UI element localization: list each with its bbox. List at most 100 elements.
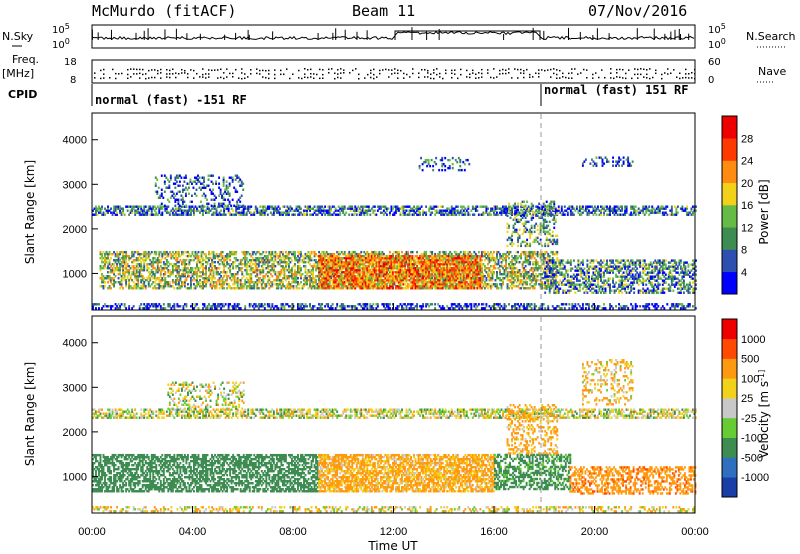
heatmap-cell <box>298 260 301 264</box>
heatmap-cell <box>511 266 513 270</box>
heatmap-cell <box>179 275 182 278</box>
heatmap-cell <box>135 266 138 270</box>
heatmap-cell <box>456 254 459 258</box>
heatmap-cell <box>183 258 186 262</box>
heatmap-cell <box>135 275 138 278</box>
heatmap-cell <box>378 273 381 276</box>
freq-dot <box>265 76 267 79</box>
heatmap-cell <box>485 271 488 274</box>
heatmap-cell <box>339 279 342 282</box>
heatmap-cell <box>107 264 109 268</box>
heatmap-cell <box>281 250 284 254</box>
heatmap-cell <box>315 287 318 290</box>
heatmap-cell <box>342 252 345 256</box>
heatmap-cell <box>226 256 229 260</box>
heatmap-cell <box>294 256 296 260</box>
heatmap-cell <box>508 271 510 274</box>
heatmap-cell <box>245 271 248 274</box>
freq-dot <box>268 73 270 75</box>
heatmap-cell <box>202 250 204 254</box>
heatmap-cell <box>262 277 265 280</box>
nave-tick-low: 0 <box>708 75 714 86</box>
heatmap-cell <box>318 273 321 276</box>
freq-dot <box>646 73 648 76</box>
freq-dot <box>511 77 513 79</box>
heatmap-cell <box>125 279 128 282</box>
heatmap-cell <box>242 262 245 266</box>
heatmap-cell <box>257 281 260 284</box>
heatmap-cell <box>315 281 318 284</box>
heatmap-cell <box>468 283 471 286</box>
heatmap-cell <box>391 281 394 284</box>
freq-dot <box>358 77 360 80</box>
heatmap-cell <box>239 260 242 264</box>
heatmap-cell <box>309 285 311 288</box>
heatmap-cell <box>402 256 405 260</box>
heatmap-cell <box>230 250 233 254</box>
heatmap-cell <box>245 256 248 260</box>
heatmap-cell <box>432 264 435 268</box>
heatmap-cell <box>189 258 192 262</box>
heatmap-cell <box>477 268 480 272</box>
heatmap-cell <box>473 250 476 254</box>
heatmap-cell <box>202 281 204 284</box>
heatmap-cell <box>262 275 265 278</box>
heatmap-cell <box>174 275 177 278</box>
heatmap-cell <box>149 285 152 288</box>
freq-dot <box>475 73 477 76</box>
freq-dot <box>151 69 153 71</box>
freq-dot <box>337 73 339 75</box>
heatmap-cell <box>149 258 152 262</box>
heatmap-cell <box>174 258 177 262</box>
heatmap-cell <box>274 252 277 256</box>
heatmap-cell <box>123 256 126 260</box>
heatmap-cell <box>108 260 111 264</box>
heatmap-cell <box>435 266 438 270</box>
heatmap-cell <box>287 287 290 290</box>
heatmap-cell <box>265 273 268 276</box>
heatmap-cell <box>349 277 352 280</box>
heatmap-cell <box>162 252 165 256</box>
heatmap-cell <box>503 268 506 272</box>
heatmap-cell <box>489 256 492 260</box>
freq-dot <box>679 72 681 75</box>
heatmap-cell <box>99 277 102 280</box>
heatmap-cell <box>482 279 485 282</box>
cpid-segment-1: normal (fast) -151 RF <box>95 93 247 107</box>
heatmap-cell <box>227 256 230 260</box>
heatmap-cell <box>511 271 513 274</box>
heatmap-cell <box>340 281 343 284</box>
freq-dot <box>613 77 615 80</box>
heatmap-cell <box>135 262 138 266</box>
heatmap-cell <box>200 264 203 268</box>
heatmap-cell <box>506 279 509 282</box>
heatmap-cell <box>250 260 253 264</box>
heatmap-cell <box>499 283 501 286</box>
heatmap-cell <box>351 252 354 256</box>
heatmap-cell <box>257 258 260 262</box>
freq-dot <box>364 77 366 79</box>
heatmap-cell <box>410 250 412 254</box>
heatmap-cell <box>416 279 419 282</box>
heatmap-cell <box>162 262 165 266</box>
heatmap-cell <box>260 285 263 288</box>
heatmap-cell <box>162 273 165 276</box>
heatmap-cell <box>395 279 397 282</box>
heatmap-cell <box>214 281 217 284</box>
heatmap-cell <box>324 283 327 286</box>
heatmap-cell <box>483 268 486 272</box>
freq-dot <box>433 72 435 74</box>
heatmap-cell <box>452 283 455 286</box>
heatmap-cell <box>128 258 131 262</box>
heatmap-cell <box>211 268 213 272</box>
heatmap-cell <box>208 275 210 278</box>
freq-dot <box>313 77 315 80</box>
freq-dot <box>235 68 237 71</box>
heatmap-cell <box>411 268 414 272</box>
heatmap-cell <box>171 271 174 274</box>
heatmap-cell <box>410 277 412 280</box>
heatmap-cell <box>209 283 212 286</box>
heatmap-cell <box>226 252 229 256</box>
heatmap-cell <box>223 283 226 286</box>
heatmap-cell <box>129 266 132 270</box>
